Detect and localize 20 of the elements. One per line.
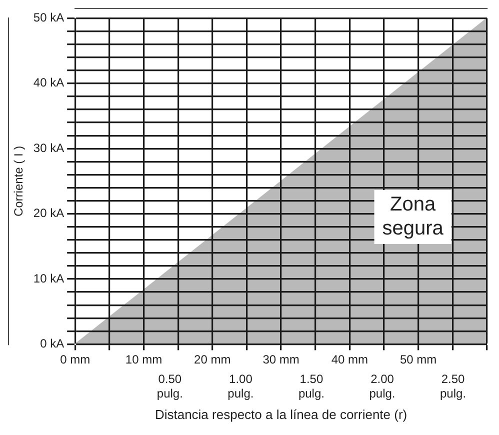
x-tick-label: 50 mm <box>400 352 437 367</box>
x-tick-label: 0 mm <box>60 352 90 367</box>
x-tick-label: 10 mm <box>125 352 162 367</box>
annotation: Zona segura <box>382 194 444 240</box>
y-axis-title: Corriente ( I ) <box>12 146 26 217</box>
x-tick-label: 30 mm <box>262 352 300 367</box>
y-tick-label: 50 kA <box>33 10 64 25</box>
y-tick-label: 30 kA <box>33 140 64 155</box>
x2-tick-label: 2.50 pulg. <box>440 372 466 401</box>
x-axis-title: Distancia respecto a la línea de corriente (r) <box>154 406 408 422</box>
y-tick-label: 10 kA <box>33 271 64 286</box>
x-tick-label: 40 mm <box>331 352 368 367</box>
x2-tick-label: 0.50 pulg. <box>156 372 183 401</box>
x-tick-label: 20 mm <box>194 352 231 367</box>
x2-tick-label: 1.00 pulg. <box>228 372 254 401</box>
y-tick-label: 40 kA <box>33 76 64 90</box>
x2-tick-label: 2.00 pulg. <box>369 372 396 401</box>
y-tick-label: 20 kA <box>33 206 64 220</box>
x2-tick-label: 1.50 pulg. <box>298 372 324 401</box>
y-tick-label: 0 kA <box>40 336 64 351</box>
